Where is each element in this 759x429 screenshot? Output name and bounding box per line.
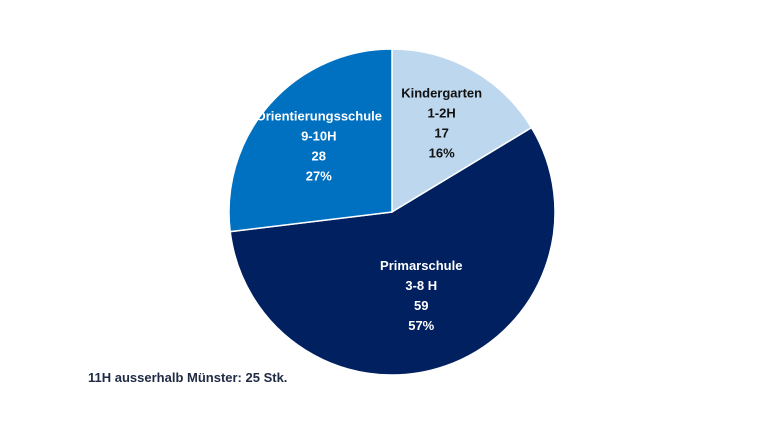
slice-label-percent: 27% — [306, 169, 332, 184]
slice-label-primarschule: Primarschule 3-8 H 59 57% — [380, 258, 462, 333]
slice-label-percent: 57% — [408, 318, 434, 333]
footnote: 11H ausserhalb Münster: 25 Stk. — [88, 370, 288, 385]
slice-label-name: Kindergarten — [401, 85, 482, 100]
pie-slice-orientierungsschule — [228, 48, 393, 233]
slice-label-kindergarten: Kindergarten 1-2H 17 16% — [401, 85, 482, 160]
slice-label-value: 28 — [312, 149, 326, 164]
slice-label-name: Primarschule — [380, 258, 462, 273]
slice-label-range: 3-8 H — [405, 278, 437, 293]
slice-label-value: 17 — [434, 125, 448, 140]
slice-label-range: 1-2H — [428, 105, 456, 120]
slice-label-orientierungsschule: Orientierungsschule 9-10H 28 27% — [256, 109, 382, 184]
pie-slice-primarschule — [229, 126, 556, 376]
pie-slice-kindergarten — [391, 48, 533, 214]
slice-label-range: 9-10H — [301, 129, 336, 144]
slice-label-percent: 16% — [429, 145, 455, 160]
slice-label-value: 59 — [414, 298, 428, 313]
slice-label-name: Orientierungsschule — [256, 109, 382, 124]
